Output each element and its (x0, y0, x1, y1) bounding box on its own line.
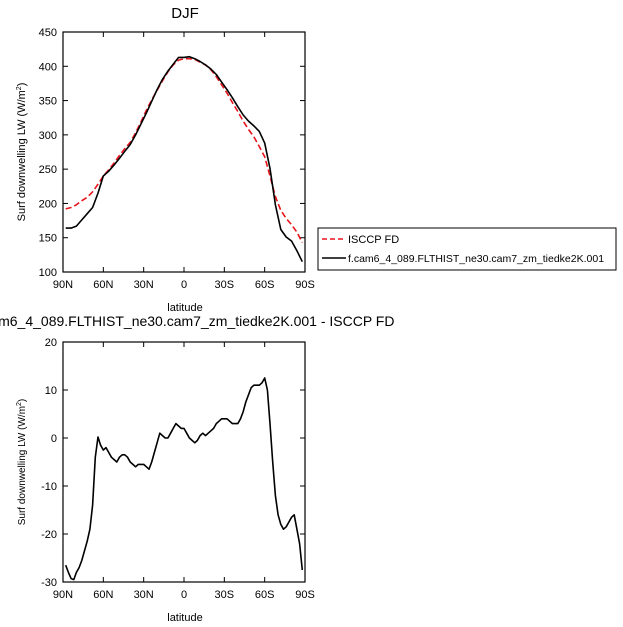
top-x-ticks: 90N 60N 30N 0 30S 60S 90S (53, 32, 315, 291)
bottom-panel: f.cam6_4_089.FLTHIST_ne30.cam7_zm_tiedke… (0, 313, 394, 624)
top-x-tick-label: 60S (255, 279, 275, 291)
bottom-y-tick-label: 0 (51, 433, 57, 445)
legend-label-model: f.cam6_4_089.FLTHIST_ne30.cam7_zm_tiedke… (348, 253, 604, 265)
top-series-line-1 (65, 55, 304, 263)
top-y-tick-label: 350 (39, 96, 57, 108)
bottom-x-tick-label: 90S (295, 589, 315, 601)
bottom-y-tick-label: -10 (41, 481, 57, 493)
top-y-tick-label: 150 (39, 233, 57, 245)
top-y-tick-label: 200 (39, 198, 57, 210)
top-x-tick-label: 90N (53, 279, 73, 291)
bottom-x-tick-label: 60S (255, 589, 275, 601)
top-y-ticks: 100 150 200 250 300 350 400 450 (39, 27, 305, 279)
bottom-x-tick-label: 90N (53, 589, 73, 601)
bottom-y-axis-label: Surf downwelling LW (W/m2) (16, 399, 28, 526)
top-y-axis-label-main: Surf downwelling LW (W/m (16, 90, 28, 221)
top-x-tick-label: 90S (295, 279, 315, 291)
legend-box (317, 227, 617, 271)
top-x-tick-label: 0 (181, 279, 187, 291)
top-y-tick-label: 450 (39, 27, 57, 39)
bottom-y-tick-label: -30 (41, 577, 57, 589)
top-panel: DJF 100 150 200 250 300 350 400 450 90N 60N 30N 0 3… (16, 5, 617, 314)
top-series-lines (65, 55, 304, 263)
bottom-title: f.cam6_4_089.FLTHIST_ne30.cam7_zm_tiedke… (0, 313, 394, 329)
top-x-axis-label: latitude (167, 302, 202, 314)
bottom-y-axis-label-sup: 2 (16, 402, 23, 406)
top-y-axis-label-end: ) (16, 83, 28, 87)
legend-label-isccp: ISCCP FD (348, 234, 399, 246)
bottom-y-ticks: -30 -20 -10 0 10 20 (41, 337, 305, 589)
top-x-tick-label: 30N (134, 279, 154, 291)
top-x-tick-label: 60N (93, 279, 113, 291)
top-title: DJF (171, 5, 199, 22)
top-y-tick-label: 100 (39, 267, 57, 279)
top-y-tick-label: 250 (39, 164, 57, 176)
bottom-x-tick-label: 0 (181, 589, 187, 601)
bottom-series-lines (64, 377, 304, 581)
bottom-x-ticks: 90N 60N 30N 0 30S 60S 90S (53, 342, 315, 601)
bottom-y-tick-label: -20 (41, 529, 57, 541)
top-plot-frame (62, 31, 306, 273)
bottom-series-line-0 (64, 377, 304, 581)
bottom-x-tick-label: 30S (215, 589, 235, 601)
bottom-y-axis-label-end: ) (17, 399, 28, 402)
bottom-x-tick-label: 30N (134, 589, 154, 601)
top-y-tick-label: 400 (39, 61, 57, 73)
top-x-tick-label: 30S (215, 279, 235, 291)
bottom-y-tick-label: 20 (45, 337, 57, 349)
bottom-plot-frame (62, 341, 306, 583)
top-y-tick-label: 300 (39, 130, 57, 142)
bottom-y-tick-label: 10 (45, 385, 57, 397)
top-y-axis-label-sup: 2 (16, 86, 23, 90)
bottom-x-axis-label: latitude (167, 612, 202, 624)
top-y-axis-label: Surf downwelling LW (W/m2) (16, 83, 28, 222)
bottom-y-axis-label-main: Surf downwelling LW (W/m (17, 406, 28, 525)
bottom-x-tick-label: 60N (93, 589, 113, 601)
legend: ISCCP FD f.cam6_4_089.FLTHIST_ne30.cam7_… (317, 227, 617, 271)
